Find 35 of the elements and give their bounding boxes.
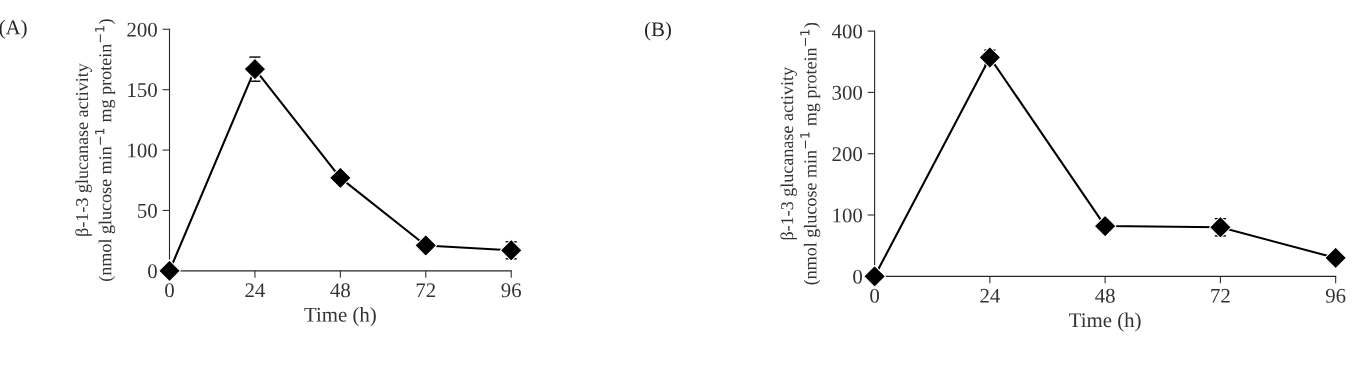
point xyxy=(499,238,523,262)
x-tick-label: 24 xyxy=(980,288,1000,303)
y-axis-title: β-1-3 glucanase activity (nmol glucose min$^{−1}$ mg protein$^{−1}$) xyxy=(780,22,821,285)
x-tick-label: 48 xyxy=(330,283,350,298)
y-tick-label: 50 xyxy=(138,203,157,218)
text: (B) xyxy=(645,21,671,41)
x-tick-label: 96 xyxy=(501,283,522,298)
point xyxy=(1324,246,1347,270)
x-tick-label: 24 xyxy=(245,283,266,298)
text: (A) xyxy=(0,19,27,39)
y-tick-label: 400 xyxy=(831,24,863,39)
point xyxy=(329,166,352,190)
y-axis-title: β-1-3 glucanase activity (nmol glucose min$^{−1}$ mg protein$^{−1}$) xyxy=(75,19,116,281)
x-tick-label: 0 xyxy=(165,283,174,298)
y-tick-label: 300 xyxy=(832,85,863,100)
x-tick-label: 96 xyxy=(1325,288,1346,303)
point xyxy=(414,234,438,257)
point xyxy=(1093,214,1117,238)
x-tick-label: 72 xyxy=(416,283,436,298)
y-tick-label: 0 xyxy=(853,269,863,284)
y-tick-label: 200 xyxy=(127,22,157,37)
point xyxy=(863,265,886,288)
point xyxy=(158,259,181,283)
x-axis-title: Time (h) xyxy=(1069,312,1141,332)
y-tick-label: 150 xyxy=(128,83,157,98)
x-tick-label: 72 xyxy=(1211,288,1230,303)
x-tick-label: 48 xyxy=(1095,288,1115,303)
y-tick-label: 0 xyxy=(148,264,157,279)
y-tick-label: 100 xyxy=(128,143,157,158)
point xyxy=(243,57,267,81)
x-tick-label: 0 xyxy=(870,288,880,303)
x-axis-title: Time (h) xyxy=(304,307,376,326)
y-tick-label: 100 xyxy=(833,208,863,223)
point xyxy=(1209,215,1232,239)
y-tick-label: 200 xyxy=(832,147,863,162)
